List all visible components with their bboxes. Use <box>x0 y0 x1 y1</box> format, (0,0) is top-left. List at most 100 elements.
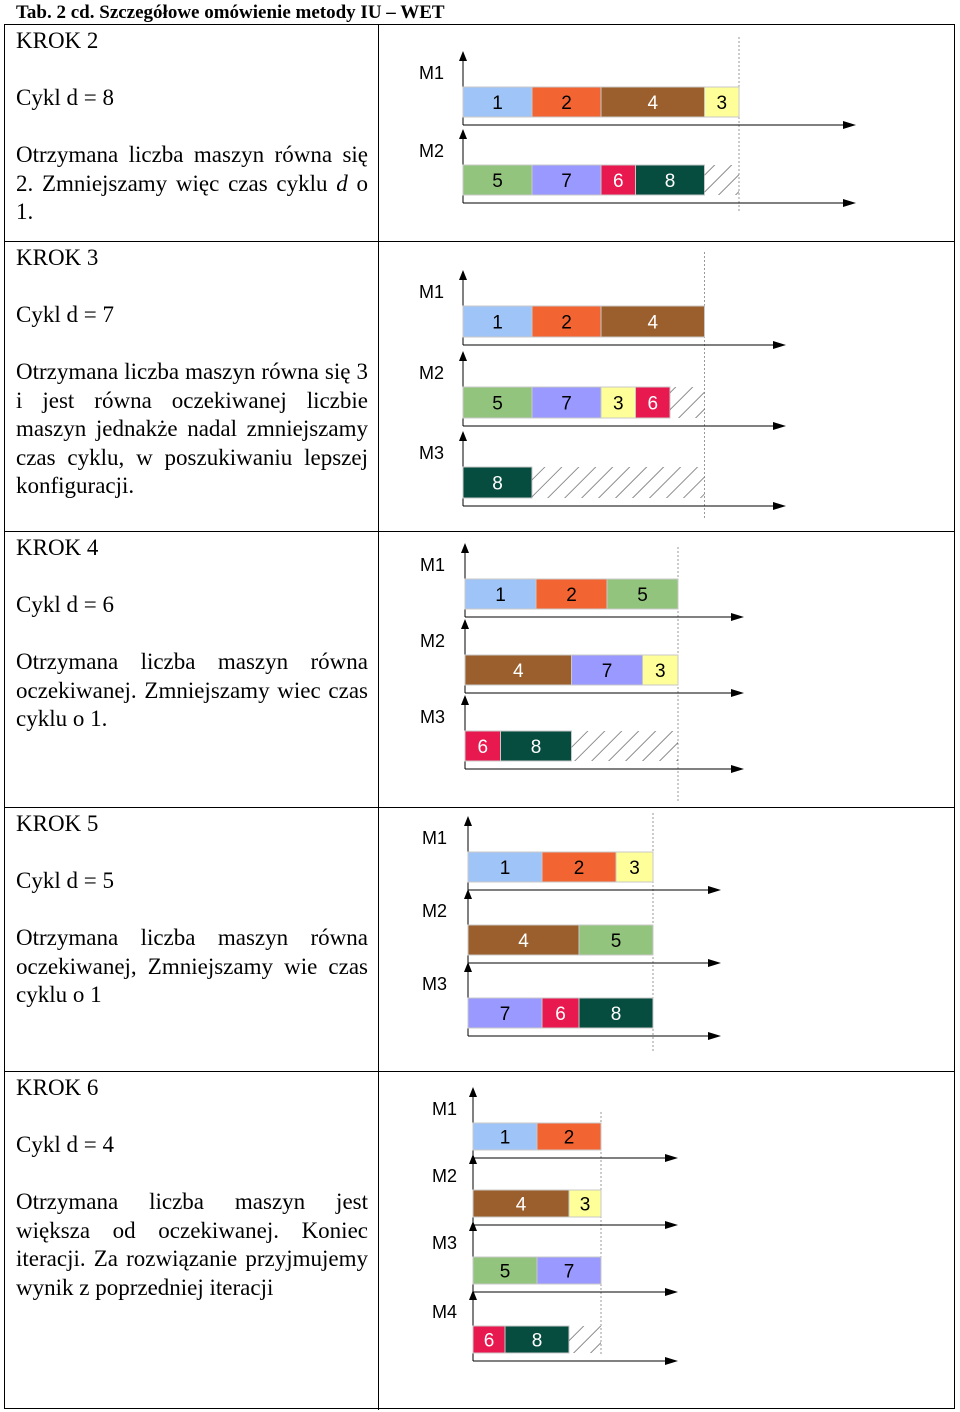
machine-label: M3 <box>420 707 445 727</box>
job-label: 8 <box>611 1004 622 1025</box>
job-block-6 <box>541 997 580 1029</box>
job-block-5 <box>462 164 533 196</box>
axis-arrow-up-icon <box>469 1087 477 1097</box>
job-block-2 <box>531 86 602 118</box>
job-label: 1 <box>500 1128 511 1149</box>
machine-label: M4 <box>432 1302 457 1322</box>
cycle-value: Cykl d = 7 <box>16 302 114 327</box>
job-label: 7 <box>564 1262 575 1283</box>
step-row: KROK 2 Cykl d = 8 Otrzymana liczba maszy… <box>5 25 954 242</box>
axis-arrow-up-icon <box>469 1154 477 1164</box>
machine-label: M3 <box>432 1233 457 1253</box>
axis-arrow-up-icon <box>459 270 467 280</box>
job-label: 3 <box>580 1195 591 1216</box>
job-block-5 <box>578 924 654 956</box>
column-divider <box>378 242 379 531</box>
axis-arrow-right-icon <box>731 689 744 697</box>
job-block-7 <box>536 1256 602 1285</box>
job-block-4 <box>600 305 705 338</box>
job-label: 1 <box>500 858 511 879</box>
job-label: 4 <box>516 1195 527 1216</box>
machine-label: M2 <box>432 1166 457 1186</box>
job-label: 4 <box>647 313 658 334</box>
job-block-1 <box>472 1122 538 1151</box>
machine-label: M1 <box>419 63 444 83</box>
job-label: 2 <box>574 858 585 879</box>
axis-arrow-right-icon <box>665 1221 678 1229</box>
step-description: Otrzymana liczba maszyn równa się 3 i je… <box>16 359 368 498</box>
axis-arrow-up-icon <box>469 1221 477 1231</box>
job-label: 3 <box>716 93 727 114</box>
axis-arrow-right-icon <box>731 613 744 621</box>
job-block-2 <box>541 851 617 883</box>
job-block-3 <box>642 654 679 686</box>
job-label: 7 <box>602 661 613 682</box>
column-divider <box>378 532 379 807</box>
axis-arrow-right-icon <box>665 1154 678 1162</box>
job-block-7 <box>531 386 602 419</box>
job-label: 5 <box>637 585 648 606</box>
job-block-2 <box>531 305 602 338</box>
cycle-value: Cykl d = 6 <box>16 592 114 617</box>
job-block-8 <box>578 997 654 1029</box>
step-title: KROK 3 <box>16 245 99 270</box>
machine-label: M2 <box>420 631 445 651</box>
job-label: 6 <box>555 1004 566 1025</box>
axis-arrow-right-icon <box>731 765 744 773</box>
job-block-5 <box>606 578 679 610</box>
step-text: KROK 3 Cykl d = 7 Otrzymana liczba maszy… <box>16 244 368 501</box>
job-label: 4 <box>513 661 524 682</box>
job-block-2 <box>536 1122 602 1151</box>
job-block-6 <box>472 1325 506 1354</box>
cycle-value: Cykl d = 8 <box>16 85 114 110</box>
step-text: KROK 2 Cykl d = 8 Otrzymana liczba maszy… <box>16 27 368 227</box>
idle-time-hatch <box>569 1326 601 1353</box>
step-text: KROK 6 Cykl d = 4 Otrzymana liczba maszy… <box>16 1074 368 1302</box>
step-row: KROK 4 Cykl d = 6 Otrzymana liczba maszy… <box>5 532 954 808</box>
job-label: 7 <box>500 1004 511 1025</box>
machine-label: M1 <box>420 555 445 575</box>
step-description: Otrzymana liczba maszyn równa oczekiwane… <box>16 925 368 1007</box>
idle-time-hatch <box>532 467 705 498</box>
job-label: 2 <box>561 313 572 334</box>
job-label: 2 <box>566 585 577 606</box>
job-block-7 <box>467 997 543 1029</box>
job-label: 1 <box>492 93 503 114</box>
machine-label: M3 <box>419 443 444 463</box>
job-label: 7 <box>561 171 572 192</box>
job-label: 8 <box>665 171 676 192</box>
job-label: 8 <box>532 1331 543 1352</box>
axis-arrow-right-icon <box>665 1357 678 1365</box>
job-block-8 <box>504 1325 570 1354</box>
axis-arrow-right-icon <box>773 341 786 349</box>
axis-arrow-up-icon <box>469 1290 477 1300</box>
machine-label: M2 <box>422 901 447 921</box>
column-divider <box>378 808 379 1071</box>
job-block-4 <box>600 86 705 118</box>
job-block-5 <box>462 386 533 419</box>
job-block-6 <box>600 164 636 196</box>
job-block-1 <box>462 86 533 118</box>
axis-arrow-right-icon <box>665 1288 678 1296</box>
step-description: Otrzymana liczba maszyn jest większa od … <box>16 1189 368 1300</box>
axis-arrow-up-icon <box>461 695 469 705</box>
job-block-4 <box>472 1189 570 1218</box>
step-description: Otrzymana liczba maszyn równa się 2. Zmn… <box>16 142 369 224</box>
job-label: 4 <box>518 931 529 952</box>
job-label: 3 <box>629 858 640 879</box>
job-label: 6 <box>647 394 658 415</box>
job-label: 2 <box>564 1128 575 1149</box>
axis-arrow-up-icon <box>461 619 469 629</box>
job-label: 1 <box>492 313 503 334</box>
schedule-diagram: M1 1 2 3 M2 4 5 M3 7 6 8 <box>422 813 721 1053</box>
job-label: 4 <box>647 93 658 114</box>
job-block-8 <box>462 466 533 499</box>
schedule-diagram: M1 1 2 4 3 M2 5 7 6 8 <box>419 37 856 213</box>
job-block-2 <box>535 578 608 610</box>
job-block-1 <box>462 305 533 338</box>
axis-arrow-right-icon <box>708 959 721 967</box>
table-caption: Tab. 2 cd. Szczegółowe omówienie metody … <box>16 2 445 23</box>
job-label: 5 <box>500 1262 511 1283</box>
axis-arrow-right-icon <box>843 199 856 207</box>
idle-time-hatch <box>571 731 678 761</box>
